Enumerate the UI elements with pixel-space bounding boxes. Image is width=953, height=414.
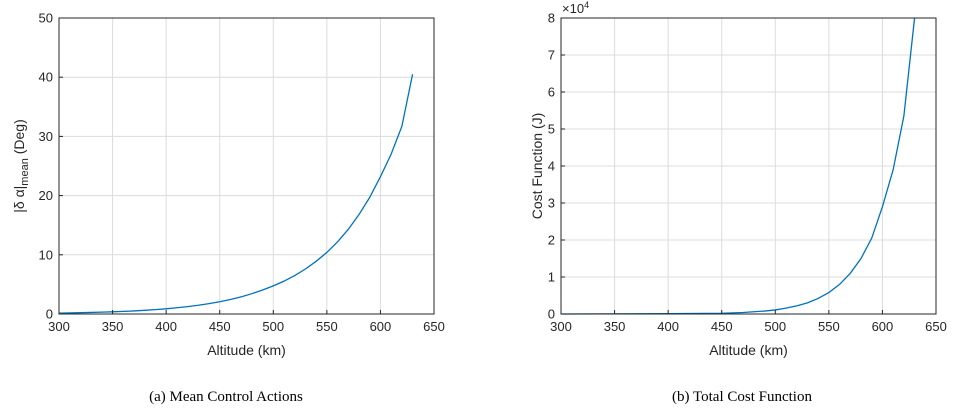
chart-a: 300 350 400 450 500 550 600 650 0 10 20 30 40 50 Alti… — [11, 11, 445, 406]
chart-a-y-tick-label: 20 — [39, 188, 53, 203]
chart-a-y-tick-label: 0 — [46, 307, 53, 322]
chart-b-x-tick-label: 500 — [764, 319, 786, 334]
chart-b-ticks: 300 350 400 450 500 550 600 650 0 1 2 3 4 5 6 7 8 — [548, 11, 947, 335]
chart-b-grid — [560, 17, 937, 315]
chart-a-x-tick-label: 400 — [155, 319, 177, 334]
chart-b-x-tick-label: 450 — [711, 319, 733, 334]
chart-a-y-tick-label: 10 — [39, 247, 53, 262]
chart-a-x-tick-label: 600 — [370, 319, 392, 334]
chart-a-caption: (a) Mean Control Actions — [149, 389, 303, 405]
chart-b-x-tick-label: 350 — [604, 319, 626, 334]
chart-a-y-axis-label-subscript: mean — [19, 158, 31, 186]
chart-a-x-tick-label: 450 — [209, 319, 231, 334]
chart-a-y-tick-label: 50 — [39, 11, 53, 26]
chart-a-y-axis-label-main: |δ α| — [11, 186, 27, 213]
chart-b-x-tick-label: 400 — [657, 319, 679, 334]
chart-b-y-tick-label: 3 — [548, 196, 555, 211]
chart-b-y-tick-label: 6 — [548, 85, 555, 100]
chart-a-y-tick-label: 30 — [39, 129, 53, 144]
chart-b-exponent-multiplier: ×104 — [562, 0, 589, 16]
chart-b-exponent-power: 4 — [584, 0, 589, 10]
chart-b-y-tick-label: 1 — [548, 270, 555, 285]
chart-a-ticks: 300 350 400 450 500 550 600 650 0 10 20 30 40 50 — [39, 11, 445, 335]
chart-a-x-tick-label: 500 — [262, 319, 284, 334]
chart-b-y-tick-label: 2 — [548, 233, 555, 248]
chart-a-y-axis-label: |δ α|mean (Deg) — [11, 119, 31, 213]
chart-a-plot-frame — [58, 17, 435, 315]
chart-b-x-tick-label: 300 — [550, 319, 572, 334]
chart-a-x-tick-label: 350 — [102, 319, 124, 334]
chart-b-series-line — [560, 17, 916, 315]
chart-b-y-axis-label: Cost Function (J) — [529, 113, 545, 220]
chart-b-y-tick-label: 7 — [548, 48, 555, 63]
chart-a-x-tick-label: 550 — [316, 319, 338, 334]
chart-b-y-tick-label: 0 — [548, 307, 555, 322]
chart-a-x-tick-label: 300 — [48, 319, 70, 334]
chart-b-y-tick-label: 8 — [548, 11, 555, 26]
chart-a-y-tick-label: 40 — [39, 70, 53, 85]
chart-b-x-tick-label: 550 — [818, 319, 840, 334]
chart-a-y-axis-label-unit: (Deg) — [11, 119, 27, 158]
chart-a-grid — [58, 17, 435, 315]
chart-b-x-tick-label: 600 — [872, 319, 894, 334]
chart-b-x-tick-label: 650 — [925, 319, 947, 334]
chart-b-y-tick-label: 4 — [548, 159, 555, 174]
chart-a-x-axis-label: Altitude (km) — [207, 342, 286, 358]
chart-b-exponent-base: ×10 — [562, 1, 584, 16]
chart-b-caption: (b) Total Cost Function — [672, 389, 812, 405]
chart-a-series-line — [58, 74, 414, 314]
chart-a-x-tick-label: 650 — [423, 319, 445, 334]
chart-b-y-tick-label: 5 — [548, 122, 555, 137]
chart-b-x-axis-label: Altitude (km) — [709, 342, 788, 358]
